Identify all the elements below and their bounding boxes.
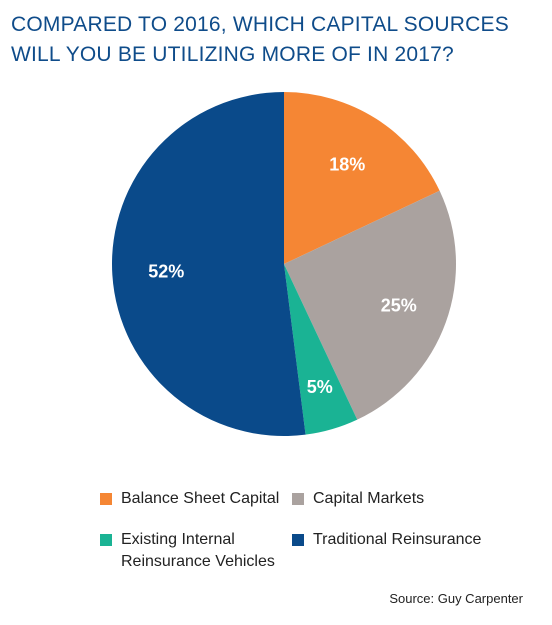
legend-item-existing-internal-reinsurance-vehicles: Existing Internal Reinsurance Vehicles	[100, 529, 275, 573]
legend-swatch-balance-sheet-capital	[100, 493, 112, 505]
source-note: Source: Guy Carpenter	[389, 591, 523, 606]
legend-swatch-traditional-reinsurance	[292, 534, 304, 546]
pie-label-traditional-reinsurance: 52%	[148, 261, 184, 281]
pie-label-balance-sheet-capital: 18%	[329, 154, 365, 174]
pie-label-existing-internal-reinsurance-vehicles: 5%	[307, 377, 333, 397]
legend-swatch-existing-internal-reinsurance-vehicles	[100, 534, 112, 546]
pie-slice-capital-markets	[284, 190, 456, 420]
pie-label-capital-markets: 25%	[381, 295, 417, 315]
pie-slice-traditional-reinsurance	[112, 92, 306, 436]
legend-label-balance-sheet-capital: Balance Sheet Capital	[121, 490, 280, 507]
legend-label-capital-markets: Capital Markets	[313, 490, 425, 507]
legend-label-traditional-reinsurance: Traditional Reinsurance	[313, 531, 482, 548]
pie-chart: 18% 25% 5% 52%	[112, 92, 456, 436]
chart-title: COMPARED TO 2016, WHICH CAPITAL SOURCES …	[11, 13, 509, 66]
legend-label-existing-internal-reinsurance-vehicles: Existing Internal Reinsurance Vehicles	[121, 531, 275, 570]
legend-item-traditional-reinsurance: Traditional Reinsurance	[292, 529, 481, 551]
legend-swatch-capital-markets	[292, 493, 304, 505]
legend-item-balance-sheet-capital: Balance Sheet Capital	[100, 488, 279, 510]
pie-slice-balance-sheet-capital	[284, 92, 440, 264]
legend-item-capital-markets: Capital Markets	[292, 488, 424, 510]
pie-slice-existing-internal-reinsurance-vehicles	[284, 264, 358, 435]
